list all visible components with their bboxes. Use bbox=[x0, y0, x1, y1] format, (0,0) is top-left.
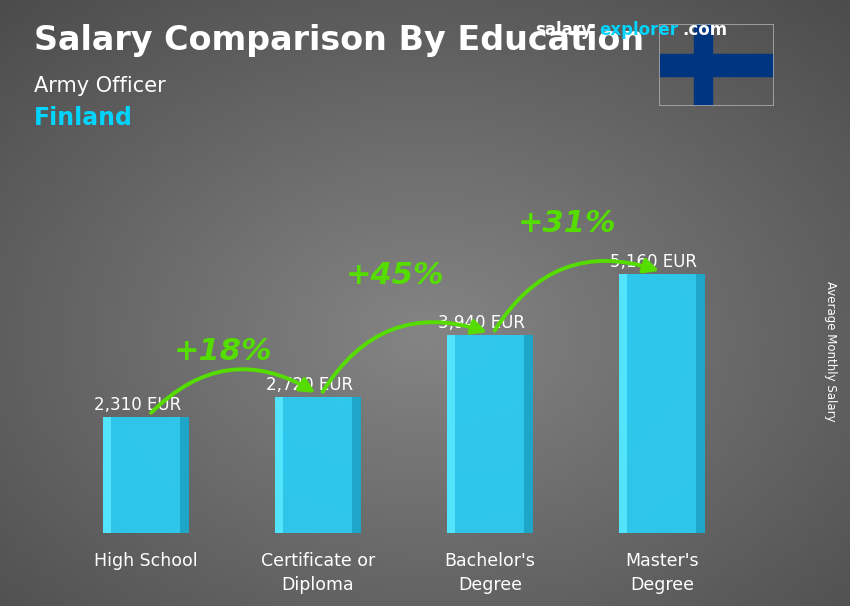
Text: +45%: +45% bbox=[346, 261, 445, 290]
Bar bbox=[694, 24, 711, 106]
Text: explorer: explorer bbox=[599, 21, 678, 39]
Text: salary: salary bbox=[536, 21, 592, 39]
Text: .com: .com bbox=[683, 21, 728, 39]
Bar bbox=[619, 274, 627, 533]
Bar bbox=[619, 274, 705, 533]
Bar bbox=[103, 418, 189, 533]
Text: Finland: Finland bbox=[34, 106, 133, 130]
Text: Salary Comparison By Education: Salary Comparison By Education bbox=[34, 24, 644, 57]
Text: 5,160 EUR: 5,160 EUR bbox=[610, 253, 697, 271]
Bar bbox=[180, 418, 189, 533]
Bar bbox=[275, 397, 283, 533]
Bar bbox=[275, 397, 360, 533]
Bar bbox=[659, 54, 774, 76]
Bar bbox=[447, 336, 533, 533]
Bar bbox=[696, 274, 705, 533]
Text: Army Officer: Army Officer bbox=[34, 76, 166, 96]
Text: 2,720 EUR: 2,720 EUR bbox=[266, 376, 354, 394]
Text: 3,940 EUR: 3,940 EUR bbox=[438, 315, 525, 333]
Bar bbox=[524, 336, 533, 533]
Bar bbox=[103, 418, 111, 533]
Text: +31%: +31% bbox=[518, 210, 616, 239]
Text: 2,310 EUR: 2,310 EUR bbox=[94, 396, 181, 415]
Bar bbox=[352, 397, 360, 533]
Bar bbox=[447, 336, 456, 533]
Text: Average Monthly Salary: Average Monthly Salary bbox=[824, 281, 837, 422]
Text: +18%: +18% bbox=[174, 337, 272, 366]
